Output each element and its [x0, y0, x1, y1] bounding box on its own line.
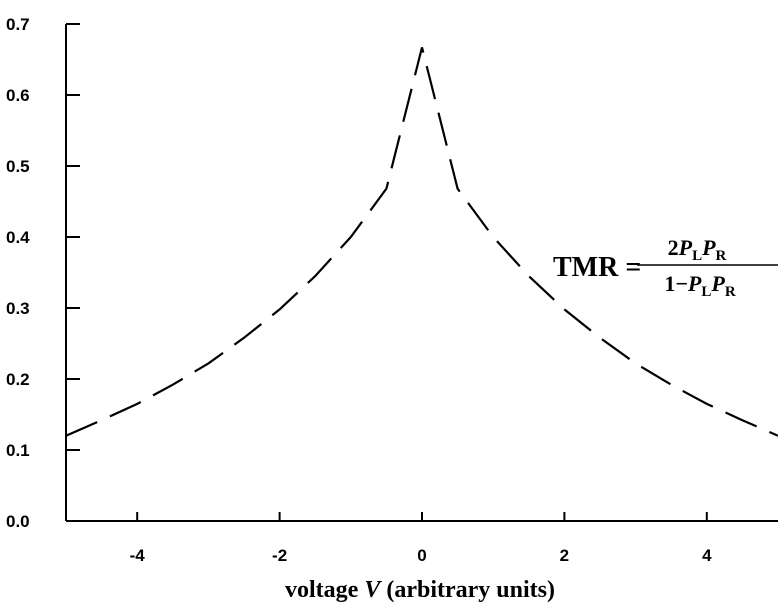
tmr-formula: TMR = 2PLPR 1−PLPR	[553, 235, 778, 300]
y-tick-label: 0.2	[6, 370, 30, 389]
x-tick-label: 2	[560, 546, 569, 565]
y-tick-label: 0.3	[6, 299, 30, 318]
y-tick-label: 0.1	[6, 441, 30, 460]
formula-numerator: 2PLPR	[668, 235, 727, 264]
formula-lhs: TMR =	[553, 252, 641, 283]
x-tick-label: 0	[417, 546, 426, 565]
x-axis-label: voltage V (arbitrary units)	[285, 577, 555, 603]
y-tick-label: 0.0	[6, 512, 30, 531]
x-tick-label: -2	[272, 546, 287, 565]
y-tick-label: 0.7	[6, 15, 30, 34]
y-ticks: 0.0 0.1 0.2 0.3 0.4 0.5 0.6 0.7	[6, 15, 80, 531]
x-tick-label: 4	[702, 546, 712, 565]
x-ticks: -4 -2 0 2 4	[130, 512, 712, 565]
y-tick-label: 0.6	[6, 86, 30, 105]
y-tick-label: 0.4	[6, 228, 30, 247]
tmr-curve	[65, 47, 778, 437]
x-tick-label: -4	[130, 546, 146, 565]
y-tick-label: 0.5	[6, 157, 30, 176]
formula-denominator: 1−PLPR	[664, 271, 735, 300]
